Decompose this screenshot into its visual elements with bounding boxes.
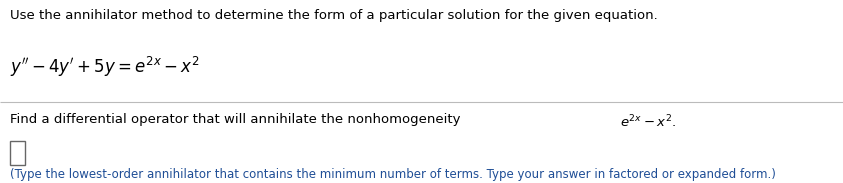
Text: (Type the lowest-order annihilator that contains the minimum number of terms. Ty: (Type the lowest-order annihilator that … <box>10 168 776 181</box>
Text: Use the annihilator method to determine the form of a particular solution for th: Use the annihilator method to determine … <box>10 9 658 22</box>
FancyBboxPatch shape <box>10 141 25 165</box>
Text: Find a differential operator that will annihilate the nonhomogeneity: Find a differential operator that will a… <box>10 113 464 126</box>
Text: $e^{2x} - x^2$.: $e^{2x} - x^2$. <box>620 113 676 130</box>
Text: $y'' - 4y' + 5y = e^{2x} - x^2$: $y'' - 4y' + 5y = e^{2x} - x^2$ <box>10 55 200 79</box>
